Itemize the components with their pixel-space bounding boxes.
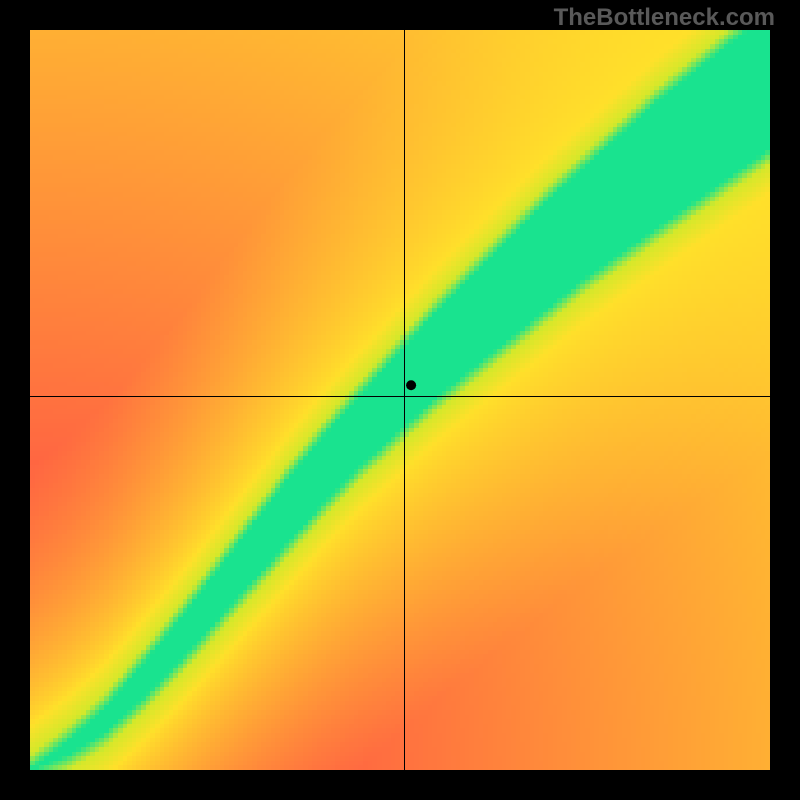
chart-container: TheBottleneck.com	[0, 0, 800, 800]
watermark-text: TheBottleneck.com	[554, 4, 775, 32]
bottleneck-heatmap	[30, 30, 770, 770]
